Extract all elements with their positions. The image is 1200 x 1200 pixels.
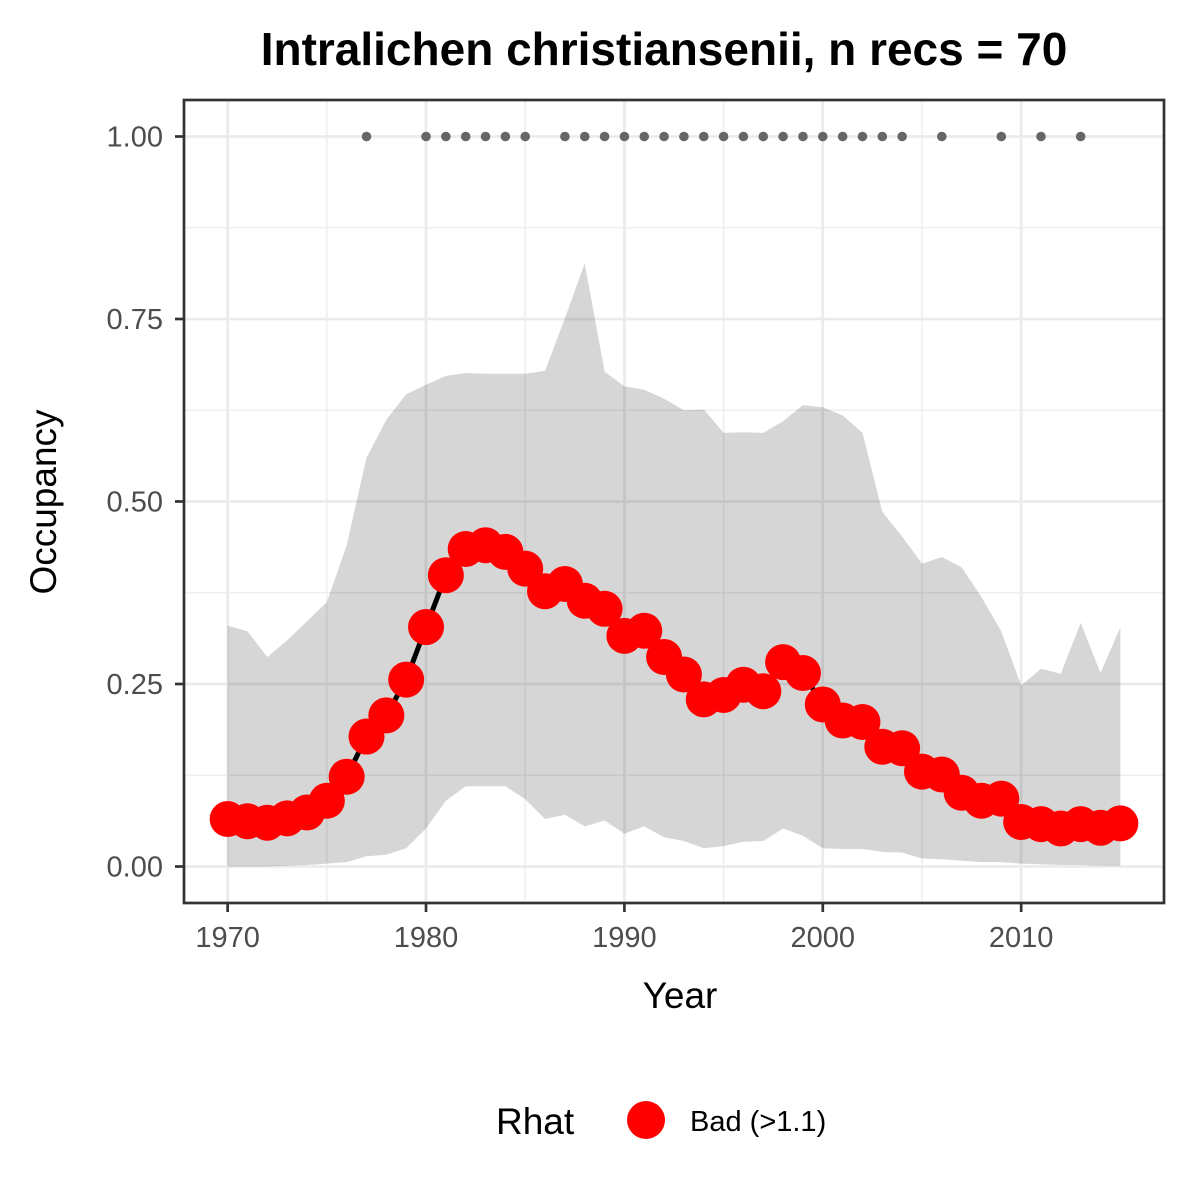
record-point bbox=[996, 131, 1007, 142]
legend: Rhat Bad (>1.1) bbox=[496, 1101, 826, 1142]
record-point bbox=[758, 131, 769, 142]
record-point bbox=[738, 131, 749, 142]
occupancy-point bbox=[368, 697, 405, 734]
axes: 1970 1980 1990 2000 2010 0.00 0.25 0.50 0.75 1.00 bbox=[107, 98, 1166, 954]
record-point bbox=[560, 131, 570, 142]
record-point bbox=[480, 131, 491, 142]
y-tick-label: 0.00 bbox=[107, 852, 163, 884]
record-point bbox=[619, 131, 630, 142]
occupancy-point bbox=[745, 673, 782, 710]
record-point bbox=[817, 131, 828, 142]
occupancy-point bbox=[308, 782, 345, 819]
record-point bbox=[937, 131, 947, 142]
occupancy-point bbox=[328, 758, 365, 795]
x-tick-label: 1990 bbox=[592, 922, 657, 954]
occupancy-point bbox=[1102, 805, 1139, 842]
legend-title: Rhat bbox=[496, 1101, 575, 1142]
occupancy-point bbox=[844, 703, 881, 740]
credible-interval-ribbon bbox=[227, 263, 1121, 867]
x-tick-label: 1980 bbox=[394, 922, 459, 954]
occupancy-point bbox=[626, 612, 663, 649]
x-tick-label: 2000 bbox=[791, 922, 856, 954]
y-tick-label: 0.50 bbox=[107, 487, 163, 519]
record-point bbox=[659, 131, 669, 142]
occupancy-point bbox=[784, 655, 821, 692]
record-point bbox=[520, 131, 531, 142]
record-point bbox=[837, 131, 848, 142]
occupancy-point bbox=[427, 557, 464, 594]
record-point bbox=[1075, 131, 1086, 142]
legend-swatch-bad bbox=[627, 1101, 665, 1139]
record-points-group bbox=[361, 131, 1086, 142]
record-point bbox=[579, 131, 590, 142]
record-point bbox=[500, 131, 511, 142]
record-point bbox=[441, 131, 451, 142]
record-point bbox=[1036, 131, 1046, 142]
record-point bbox=[778, 131, 788, 142]
occupancy-point bbox=[586, 590, 623, 627]
record-point bbox=[857, 131, 868, 142]
x-axis-title: Year bbox=[643, 975, 718, 1016]
record-point bbox=[698, 131, 709, 142]
x-tick-label: 2010 bbox=[989, 922, 1054, 954]
legend-label-bad: Bad (>1.1) bbox=[690, 1106, 826, 1138]
record-point bbox=[599, 131, 610, 142]
y-tick-label: 0.75 bbox=[107, 304, 163, 336]
record-point bbox=[718, 131, 729, 142]
record-point bbox=[361, 131, 372, 142]
record-point bbox=[639, 131, 650, 142]
record-point bbox=[679, 131, 689, 142]
y-axis-title: Occupancy bbox=[23, 409, 64, 595]
record-point bbox=[460, 131, 471, 142]
occupancy-point bbox=[665, 656, 702, 693]
occupancy-points-group bbox=[209, 527, 1139, 847]
occupancy-point bbox=[408, 609, 445, 646]
y-tick-label: 1.00 bbox=[107, 122, 163, 154]
y-tick-label: 0.25 bbox=[107, 669, 163, 701]
record-point bbox=[877, 131, 888, 142]
record-point bbox=[798, 131, 808, 142]
chart-title: Intralichen christiansenii, n recs = 70 bbox=[261, 23, 1068, 75]
record-point bbox=[421, 131, 431, 142]
record-point bbox=[897, 131, 907, 142]
x-tick-label: 1970 bbox=[195, 922, 260, 954]
occupancy-point bbox=[388, 661, 425, 698]
credible-interval-ribbon-group bbox=[227, 263, 1121, 867]
